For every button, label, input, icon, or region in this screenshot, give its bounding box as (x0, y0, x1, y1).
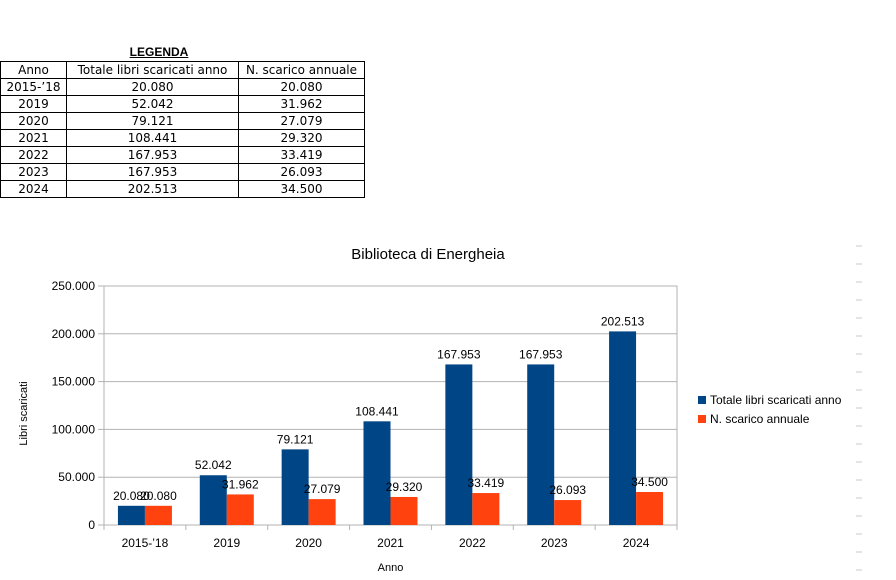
legend-label: Totale libri scaricati anno (710, 393, 842, 407)
data-label: 52.042 (195, 458, 232, 472)
x-axis-title: Anno (378, 562, 404, 574)
y-tick-label: 200.000 (52, 327, 96, 341)
bar (390, 496, 418, 525)
legend-table: Anno Totale libri scaricati anno N. scar… (0, 61, 365, 198)
table-row: 2023 167.953 26.093 (0, 163, 365, 181)
table-cell: 52.042 (66, 95, 239, 113)
bar (636, 492, 664, 525)
legend-title: LEGENDA (129, 45, 189, 59)
legend-table-section: LEGENDA Anno Totale libri scaricati anno… (0, 44, 378, 198)
data-label: 20.080 (113, 489, 150, 503)
y-tick-label: 0 (88, 518, 95, 532)
x-tick-label: 2023 (541, 536, 568, 550)
bar (281, 449, 309, 525)
x-tick-label: 2015-’18 (122, 536, 169, 550)
bar (226, 494, 254, 525)
y-tick-label: 50.000 (58, 470, 95, 484)
bar (363, 421, 391, 525)
data-label: 79.121 (277, 432, 314, 446)
chart-title: Biblioteca di Energheia (351, 246, 505, 263)
data-label: 27.079 (304, 482, 341, 496)
table-cell: 29.320 (238, 129, 365, 147)
data-label: 108.441 (355, 404, 399, 418)
table-row: 2022 167.953 33.419 (0, 146, 365, 164)
table-row: 2020 79.121 27.079 (0, 112, 365, 130)
table-header-cell: Totale libri scaricati anno (66, 61, 239, 79)
table-cell: 167.953 (66, 163, 239, 181)
y-tick-label: 150.000 (52, 375, 96, 389)
bar (554, 500, 582, 525)
data-label: 29.320 (386, 480, 423, 494)
table-cell: 34.500 (238, 180, 365, 198)
data-label: 20.080 (140, 489, 177, 503)
table-row: 2015-’18 20.080 20.080 (0, 78, 365, 96)
bar (308, 499, 336, 525)
table-header-row: Anno Totale libri scaricati anno N. scar… (0, 61, 365, 79)
legend-swatch (698, 396, 706, 404)
x-tick-label: 2024 (623, 536, 650, 550)
data-label: 33.419 (468, 476, 505, 490)
legend-swatch (698, 415, 706, 423)
x-tick-label: 2019 (213, 536, 240, 550)
bar (199, 475, 227, 525)
data-label: 167.953 (437, 347, 481, 361)
legend-label: N. scarico annuale (710, 412, 810, 426)
table-cell: 20.080 (238, 78, 365, 96)
data-label: 34.500 (631, 475, 668, 489)
table-cell: 202.513 (66, 180, 239, 198)
bar (527, 364, 555, 525)
x-tick-label: 2020 (295, 536, 322, 550)
table-header-cell: N. scarico annuale (238, 61, 365, 79)
bar (117, 505, 145, 525)
table-cell: 2024 (0, 180, 67, 198)
bar (472, 493, 500, 525)
y-tick-label: 250.000 (52, 279, 96, 293)
data-label: 202.513 (601, 314, 645, 328)
y-axis-title: Libri scaricati (18, 381, 30, 445)
data-label: 167.953 (519, 347, 563, 361)
x-tick-label: 2022 (459, 536, 486, 550)
y-tick-label: 100.000 (52, 422, 96, 436)
x-tick-label: 2021 (377, 536, 404, 550)
table-row: 2021 108.441 29.320 (0, 129, 365, 147)
bar (445, 364, 473, 525)
bar (609, 331, 637, 525)
table-row: 2024 202.513 34.500 (0, 180, 365, 198)
bar (144, 505, 172, 525)
data-label: 26.093 (549, 483, 586, 497)
data-label: 31.962 (222, 477, 259, 491)
